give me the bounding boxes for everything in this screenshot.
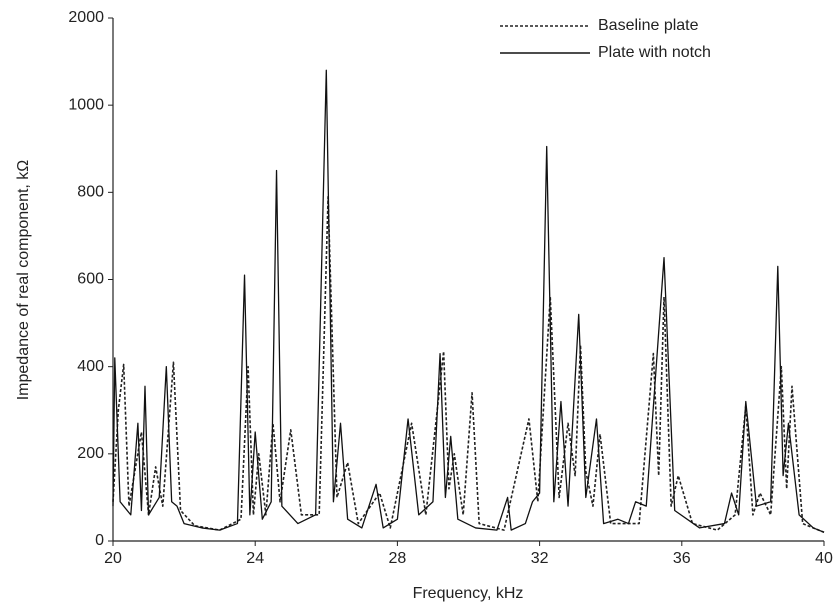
x-tick-label: 28 bbox=[389, 550, 407, 567]
legend-label: Plate with notch bbox=[598, 44, 711, 61]
legend-label: Baseline plate bbox=[598, 17, 699, 34]
y-tick-label: 800 bbox=[77, 184, 104, 201]
x-tick-label: 32 bbox=[531, 550, 549, 567]
y-tick-label: 1000 bbox=[68, 96, 104, 113]
y-tick-label: 2000 bbox=[68, 9, 104, 26]
y-tick-label: 0 bbox=[95, 532, 104, 549]
y-tick-label: 400 bbox=[77, 358, 104, 375]
series-line bbox=[112, 69, 825, 533]
x-tick-label: 36 bbox=[673, 550, 691, 567]
y-axis-label: Impedance of real component, kΩ bbox=[15, 160, 32, 401]
x-tick-label: 20 bbox=[104, 550, 122, 567]
series-line bbox=[112, 195, 825, 534]
y-tick-label: 200 bbox=[77, 445, 104, 462]
x-tick-label: 40 bbox=[815, 550, 833, 567]
x-tick-label: 24 bbox=[246, 550, 264, 567]
y-tick-label: 600 bbox=[77, 271, 104, 288]
x-axis-label: Frequency, kHz bbox=[413, 585, 524, 602]
